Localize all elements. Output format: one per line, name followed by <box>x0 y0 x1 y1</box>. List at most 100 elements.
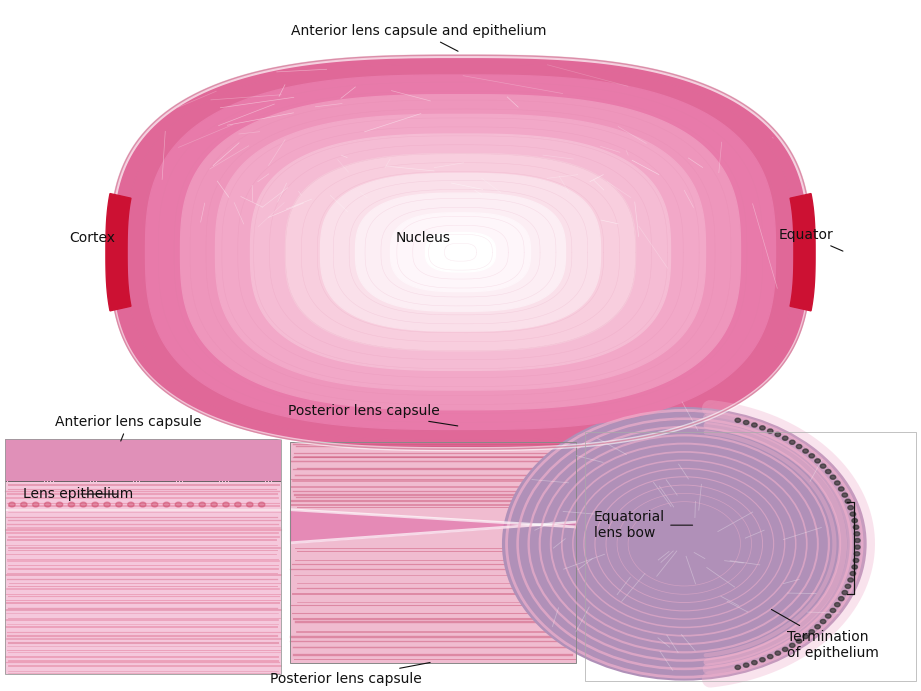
Circle shape <box>855 545 860 549</box>
FancyBboxPatch shape <box>5 439 281 481</box>
Polygon shape <box>111 55 810 449</box>
Circle shape <box>92 502 99 507</box>
Polygon shape <box>111 55 810 449</box>
Circle shape <box>223 502 229 507</box>
Circle shape <box>235 502 241 507</box>
Circle shape <box>259 502 265 507</box>
Circle shape <box>20 502 27 507</box>
Circle shape <box>760 658 765 662</box>
Circle shape <box>789 440 795 444</box>
Text: Termination
of epithelium: Termination of epithelium <box>772 609 880 660</box>
Circle shape <box>502 407 867 681</box>
Circle shape <box>852 565 857 569</box>
Circle shape <box>842 493 847 497</box>
Circle shape <box>735 418 740 422</box>
Circle shape <box>853 525 858 529</box>
Circle shape <box>752 423 757 427</box>
Polygon shape <box>146 75 775 429</box>
Text: Posterior lens capsule: Posterior lens capsule <box>270 663 430 685</box>
Text: Equator: Equator <box>778 228 843 251</box>
Circle shape <box>140 502 146 507</box>
Circle shape <box>56 502 63 507</box>
Polygon shape <box>356 193 565 311</box>
Circle shape <box>767 654 773 659</box>
Circle shape <box>775 651 781 655</box>
Polygon shape <box>286 154 635 350</box>
Circle shape <box>834 603 840 607</box>
Circle shape <box>821 619 826 623</box>
Circle shape <box>815 459 821 463</box>
Circle shape <box>163 502 169 507</box>
Circle shape <box>797 639 802 643</box>
Circle shape <box>175 502 181 507</box>
FancyBboxPatch shape <box>5 439 281 674</box>
Polygon shape <box>426 233 495 272</box>
Circle shape <box>9 502 15 507</box>
Circle shape <box>848 506 854 510</box>
Circle shape <box>854 532 859 536</box>
Circle shape <box>199 502 205 507</box>
Text: Equatorial
lens bow: Equatorial lens bow <box>594 510 693 540</box>
Circle shape <box>783 647 788 652</box>
Circle shape <box>838 487 844 491</box>
Circle shape <box>803 449 809 453</box>
Circle shape <box>815 625 821 629</box>
Circle shape <box>845 585 851 589</box>
Circle shape <box>187 502 193 507</box>
Text: Lens epithelium: Lens epithelium <box>23 487 134 501</box>
Circle shape <box>842 591 847 595</box>
Circle shape <box>853 558 858 562</box>
Circle shape <box>783 436 788 440</box>
Circle shape <box>854 551 859 556</box>
Circle shape <box>830 475 835 480</box>
Circle shape <box>760 426 765 430</box>
Circle shape <box>825 614 831 618</box>
Text: Anterior lens capsule: Anterior lens capsule <box>55 415 202 441</box>
Polygon shape <box>106 193 131 311</box>
Circle shape <box>830 608 835 612</box>
Circle shape <box>743 663 749 668</box>
Circle shape <box>848 578 854 582</box>
Text: Cortex: Cortex <box>69 231 115 245</box>
Circle shape <box>845 499 851 503</box>
FancyBboxPatch shape <box>585 432 916 681</box>
Circle shape <box>743 420 749 424</box>
Circle shape <box>32 502 39 507</box>
Circle shape <box>809 454 814 458</box>
Text: Nucleus: Nucleus <box>396 231 451 245</box>
Circle shape <box>821 464 826 468</box>
Polygon shape <box>216 115 705 390</box>
Circle shape <box>855 538 860 542</box>
Text: Posterior lens capsule: Posterior lens capsule <box>288 404 458 426</box>
Circle shape <box>735 665 740 670</box>
Circle shape <box>767 429 773 433</box>
Circle shape <box>852 518 857 522</box>
Circle shape <box>104 502 111 507</box>
Circle shape <box>116 502 122 507</box>
Circle shape <box>809 630 814 634</box>
Circle shape <box>211 502 217 507</box>
Polygon shape <box>251 134 670 370</box>
Circle shape <box>247 502 253 507</box>
Circle shape <box>128 502 134 507</box>
Polygon shape <box>181 95 740 410</box>
Circle shape <box>151 502 157 507</box>
Circle shape <box>825 469 831 473</box>
Polygon shape <box>321 173 600 331</box>
Circle shape <box>803 634 809 638</box>
Circle shape <box>68 502 75 507</box>
Circle shape <box>80 502 87 507</box>
Circle shape <box>44 502 51 507</box>
Circle shape <box>838 596 844 600</box>
Polygon shape <box>790 193 815 311</box>
Circle shape <box>789 643 795 647</box>
Circle shape <box>834 481 840 485</box>
Text: Anterior lens capsule and epithelium: Anterior lens capsule and epithelium <box>291 24 547 51</box>
Circle shape <box>775 433 781 437</box>
FancyBboxPatch shape <box>290 442 576 663</box>
Polygon shape <box>391 213 530 292</box>
Circle shape <box>850 571 856 576</box>
Circle shape <box>850 512 856 516</box>
Circle shape <box>752 661 757 665</box>
Circle shape <box>797 444 802 448</box>
